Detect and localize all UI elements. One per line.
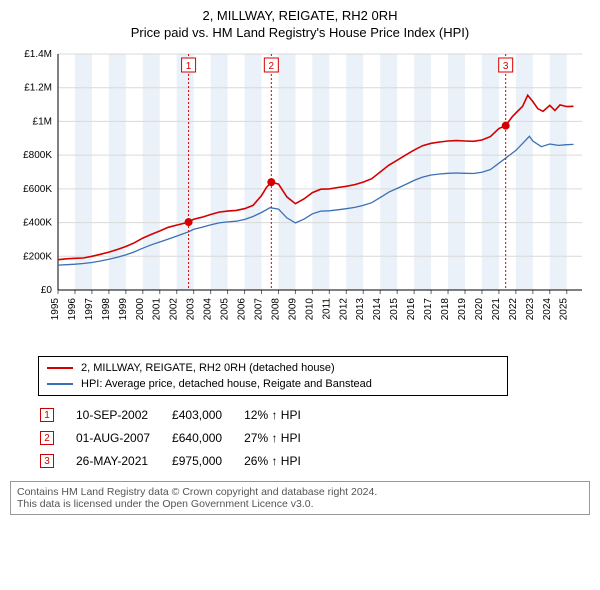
chart-title-subtitle: Price paid vs. HM Land Registry's House … [10,25,590,40]
svg-text:1998: 1998 [101,298,112,321]
svg-text:2013: 2013 [355,298,366,321]
svg-text:2010: 2010 [304,298,315,321]
svg-text:2009: 2009 [287,298,298,321]
svg-text:1995: 1995 [50,298,61,321]
svg-text:£1.2M: £1.2M [24,83,52,94]
chart-svg: £0 £200K £400K £600K £800K £1M £1.2M £1.4M 1995 1… [10,46,590,346]
svg-text:1997: 1997 [84,298,95,321]
svg-text:1996: 1996 [67,298,78,321]
legend-label: 2, MILLWAY, REIGATE, RH2 0RH (detached h… [81,362,335,374]
svg-text:2004: 2004 [203,298,214,321]
sale-date: 01-AUG-2007 [66,427,160,448]
sale-delta: 27% ↑ HPI [234,427,311,448]
legend-swatch [47,383,73,385]
svg-text:2000: 2000 [135,298,146,321]
legend-swatch [47,367,73,369]
svg-text:2014: 2014 [372,298,383,321]
sales-table: 1 10-SEP-2002£403,00012% ↑ HPI 2 01-AUG-200… [28,402,313,473]
legend-item: 2, MILLWAY, REIGATE, RH2 0RH (detached h… [47,360,499,376]
svg-text:2025: 2025 [559,298,570,321]
svg-text:2023: 2023 [525,298,536,321]
footer-line-1: Contains HM Land Registry data © Crown c… [17,486,583,498]
svg-text:2: 2 [269,61,275,72]
svg-text:2012: 2012 [338,298,349,321]
svg-text:2003: 2003 [186,298,197,321]
sale-marker-box: 3 [40,454,54,468]
sale-price: £403,000 [162,404,232,425]
svg-text:2015: 2015 [389,298,400,321]
svg-text:2011: 2011 [321,298,332,320]
svg-text:2002: 2002 [169,298,180,321]
sales-row: 1 10-SEP-2002£403,00012% ↑ HPI [30,404,311,425]
sale-price: £975,000 [162,450,232,471]
legend: 2, MILLWAY, REIGATE, RH2 0RH (detached h… [38,356,508,396]
chart-area: £0 £200K £400K £600K £800K £1M £1.2M £1.4M 1995 1… [10,46,590,346]
svg-text:£200K: £200K [23,251,52,262]
footer-line-2: This data is licensed under the Open Gov… [17,498,583,510]
sale-delta: 12% ↑ HPI [234,404,311,425]
svg-text:2008: 2008 [270,298,281,321]
svg-text:3: 3 [503,61,509,72]
svg-text:2022: 2022 [508,298,519,321]
sale-marker-box: 1 [40,408,54,422]
legend-label: HPI: Average price, detached house, Reig… [81,378,372,390]
sale-marker-cell: 2 [30,427,64,448]
svg-text:2019: 2019 [457,298,468,321]
sale-price: £640,000 [162,427,232,448]
chart-container: 2, MILLWAY, REIGATE, RH2 0RH Price paid … [0,0,600,523]
svg-text:£1.4M: £1.4M [24,49,52,60]
svg-text:2001: 2001 [152,298,163,321]
svg-text:2007: 2007 [253,298,264,321]
svg-text:2024: 2024 [542,298,553,321]
svg-text:£600K: £600K [23,184,52,195]
svg-text:1: 1 [186,61,192,72]
legend-item: HPI: Average price, detached house, Reig… [47,376,499,392]
svg-text:1999: 1999 [118,298,129,321]
svg-text:£400K: £400K [23,218,52,229]
sales-row: 2 01-AUG-2007£640,00027% ↑ HPI [30,427,311,448]
svg-text:2020: 2020 [474,298,485,321]
title-block: 2, MILLWAY, REIGATE, RH2 0RH Price paid … [10,8,590,40]
svg-text:2021: 2021 [491,298,502,321]
sale-marker-cell: 1 [30,404,64,425]
svg-text:2006: 2006 [237,298,248,321]
svg-text:£0: £0 [41,285,53,296]
svg-text:2005: 2005 [220,298,231,321]
chart-title-address: 2, MILLWAY, REIGATE, RH2 0RH [10,8,590,23]
sale-date: 26-MAY-2021 [66,450,160,471]
svg-text:2017: 2017 [423,298,434,321]
svg-text:£800K: £800K [23,150,52,161]
sales-row: 3 26-MAY-2021£975,00026% ↑ HPI [30,450,311,471]
sale-marker-box: 2 [40,431,54,445]
svg-text:£1M: £1M [33,116,52,127]
svg-text:2018: 2018 [440,298,451,321]
footer-attribution: Contains HM Land Registry data © Crown c… [10,481,590,515]
sale-date: 10-SEP-2002 [66,404,160,425]
svg-text:2016: 2016 [406,298,417,321]
sale-marker-cell: 3 [30,450,64,471]
sale-delta: 26% ↑ HPI [234,450,311,471]
